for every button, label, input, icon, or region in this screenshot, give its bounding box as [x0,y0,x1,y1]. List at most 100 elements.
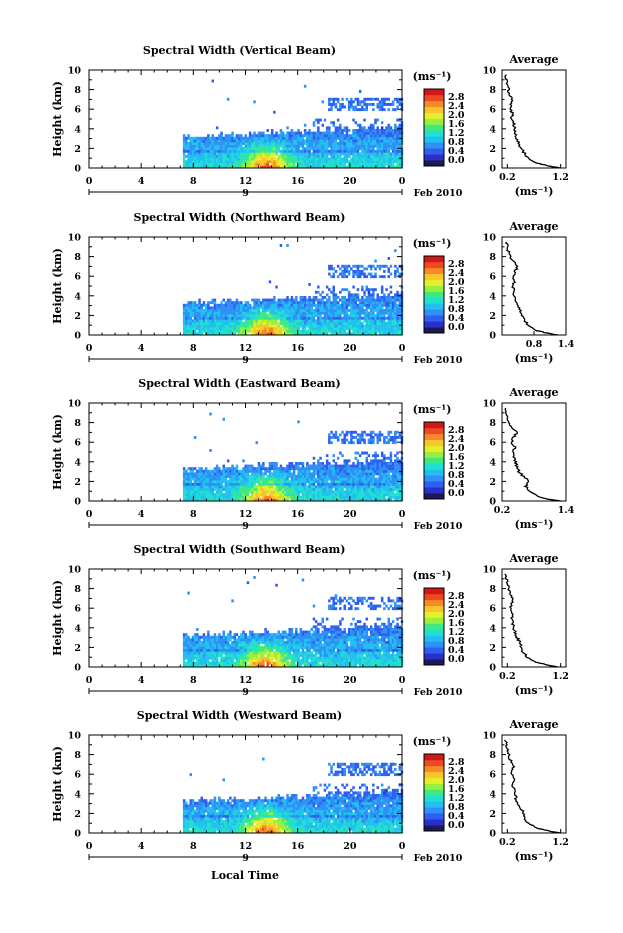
heatmap-cell [344,306,347,309]
heatmap-cell [390,301,393,304]
heatmap-cell [201,304,204,307]
heatmap-cell [333,267,336,270]
heatmap-cell [253,467,256,470]
heatmap-cell [359,314,362,317]
heatmap-cell [368,152,371,155]
average-unit: (ms⁻¹) [515,185,554,198]
heatmap-cell [209,327,212,330]
heatmap-cell [216,465,219,468]
heatmap-cell [370,163,373,166]
heatmap-cell [374,158,377,161]
heatmap-cell [394,249,397,252]
heatmap-cell [317,467,320,470]
heatmap-cell [370,459,373,462]
heatmap-cell [300,325,303,328]
y-tick-label: 10 [68,399,82,410]
heatmap-cell [322,301,325,304]
heatmap-cell [341,441,344,444]
heatmap-cell [231,139,234,142]
heatmap-cell [260,160,263,163]
heatmap-cell [315,330,318,333]
heatmap-cell [363,273,366,276]
heatmap-cell [249,470,252,473]
heatmap-cell [377,301,380,304]
heatmap-cell [251,472,254,475]
heatmap-cell [370,98,373,101]
heatmap-cell [346,160,349,163]
heatmap-cell [341,296,344,299]
heatmap-cell [346,480,349,483]
heatmap-cell [209,491,212,494]
heatmap-cell [247,163,250,166]
heatmap-cell [291,150,294,153]
heatmap-cell [324,314,327,317]
average-profile-line [505,75,560,168]
heatmap-cell [201,325,204,328]
heatmap-cell [302,478,305,481]
heatmap-cell [370,139,373,142]
heatmap-cell [368,441,371,444]
heatmap-cell [256,488,259,491]
heatmap-cell [256,137,259,140]
heatmap-cell [280,129,283,132]
heatmap-cell [326,488,329,491]
heatmap-cell [256,475,259,478]
heatmap-cell [220,306,223,309]
heatmap-cell [322,137,325,140]
heatmap-cell [381,488,384,491]
heatmap-cell [366,319,369,322]
heatmap-cell [295,480,298,483]
heatmap-cell [313,317,316,320]
heatmap-cell [344,270,347,273]
heatmap-cell [190,137,193,140]
heatmap-cell [372,158,375,161]
average-y-tick-label: 8 [489,418,496,429]
heatmap-cell [212,142,215,145]
heatmap-cell [297,301,300,304]
heatmap-cell [207,304,210,307]
heatmap-cell [313,142,316,145]
heatmap-cell [335,491,338,494]
heatmap-cell [260,158,263,161]
heatmap-cell [293,163,296,166]
heatmap-cell [383,296,386,299]
heatmap-cell [282,163,285,166]
heatmap-cell [313,478,316,481]
heatmap-cell [286,488,289,491]
heatmap-cell [214,314,217,317]
heatmap-cell [271,160,274,163]
heatmap-cell [368,462,371,465]
heatmap-cell [258,322,261,325]
heatmap-cell [328,483,331,486]
heatmap-cell [344,496,347,499]
heatmap-cell [185,322,188,325]
heatmap-cell [341,270,344,273]
heatmap-cell [273,152,276,155]
heatmap-cell [326,314,329,317]
heatmap-cell [220,304,223,307]
heatmap-cell [372,126,375,129]
heatmap-cell [271,152,274,155]
heatmap-cell [245,491,248,494]
heatmap-cell [337,330,340,333]
heatmap-cell [355,319,358,322]
heatmap-cell [396,465,399,468]
heatmap-cell [388,306,391,309]
heatmap-cell [218,306,221,309]
heatmap-cells [183,80,403,169]
heatmap-cell [201,478,204,481]
heatmap-cell [205,160,208,163]
heatmap-cell [229,491,232,494]
heatmap-cell [385,134,388,137]
heatmap-cell [352,317,355,320]
heatmap-cell [324,119,327,122]
heatmap-cell [286,467,289,470]
heatmap-cell [352,491,355,494]
heatmap-cell [306,137,309,140]
heatmap-cell [264,485,267,488]
heatmap-cell [394,124,397,127]
heatmap-cell [324,139,327,142]
heatmap-cell [291,132,294,135]
heatmap-cell [396,470,399,473]
heatmap-cell [302,330,305,333]
